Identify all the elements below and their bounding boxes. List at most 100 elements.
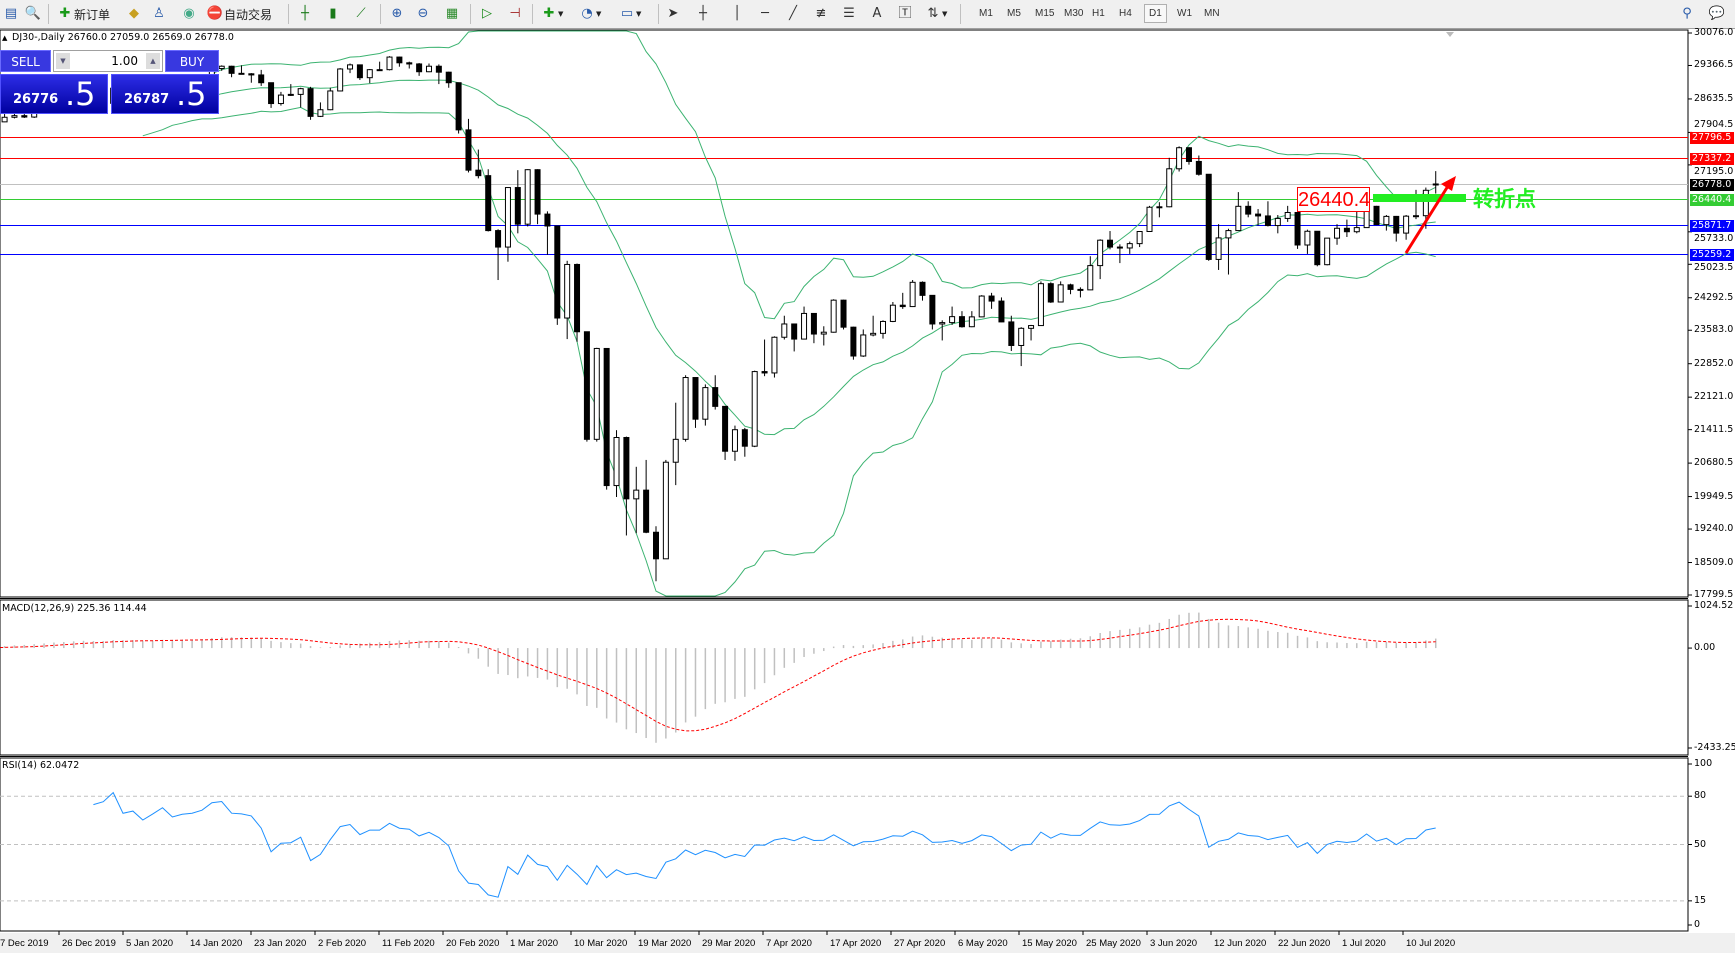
timeframe-m5[interactable]: M5 (1007, 8, 1021, 19)
timeframe-d1[interactable]: D1 (1144, 4, 1167, 23)
market-watch-button[interactable]: ◉ (180, 3, 198, 25)
horizontal-line-button[interactable]: ─ (756, 3, 774, 25)
sell-price-button[interactable]: 26776 .5 (0, 74, 108, 114)
new-chart-button[interactable]: ▤ (2, 3, 20, 25)
auto-trading-button[interactable]: ⛔ 自动交易 (206, 3, 272, 25)
dropdown-icon: ▼ (596, 10, 602, 18)
arrows-button[interactable]: ⇅ ▼ (924, 3, 948, 25)
equidistant-channel-button[interactable]: ≢ (812, 3, 830, 25)
candle (465, 129, 472, 171)
crosshair-button[interactable]: ┼ (694, 3, 712, 25)
price-line-label: 25259.2 (1690, 248, 1734, 261)
candle (1245, 205, 1252, 215)
periods-button[interactable]: ◔ ▼ (578, 3, 601, 25)
one-click-trading-panel: SELL ▼ 1.00 ▲ BUY 26776 .5 26787 .5 (0, 50, 219, 114)
chart-shift-button[interactable]: ⊣ (506, 3, 524, 25)
magnifier-page-icon: 🔍 (24, 6, 42, 21)
candle (692, 377, 699, 420)
candle (406, 62, 413, 65)
auto-scroll-button[interactable]: ▷ (478, 3, 496, 25)
templates-button[interactable]: ▭ ▼ (618, 3, 642, 25)
lot-size-input[interactable]: ▼ 1.00 ▲ (53, 50, 163, 72)
new-order-icon: ✚ (59, 6, 71, 21)
price-line-label: 27796.5 (1690, 131, 1734, 144)
buy-button[interactable]: BUY (165, 50, 219, 72)
dropdown-icon: ▼ (558, 10, 564, 18)
fibonacci-button[interactable]: ☰ (840, 3, 858, 25)
candle (702, 387, 709, 420)
auto-trading-label: 自动交易 (224, 7, 273, 22)
timeframe-h4[interactable]: H4 (1119, 8, 1132, 19)
trendline-button[interactable]: ╱ (784, 3, 802, 25)
indicators-button[interactable]: ✚ ▼ (540, 3, 564, 25)
new-order-label: 新订单 (74, 7, 111, 22)
vertical-line-button[interactable]: │ (728, 3, 746, 25)
candle (820, 331, 827, 335)
x-tick-label: 14 Jan 2020 (190, 938, 243, 949)
navigator-button[interactable]: ♙ (150, 3, 168, 25)
bar-chart-button[interactable]: ┼ (296, 3, 314, 25)
zoom-in-icon: ⊕ (391, 6, 403, 21)
new-order-button[interactable]: ✚ 新订单 (56, 3, 110, 25)
price-annotation-box[interactable]: 26440.4 (1297, 187, 1371, 212)
text-label-button[interactable]: 🅃 (896, 3, 914, 25)
sell-button[interactable]: SELL (0, 50, 51, 72)
candle (1166, 168, 1173, 208)
turning-point-annotation[interactable]: 转折点 (1473, 187, 1536, 211)
timeframe-w1[interactable]: W1 (1177, 8, 1192, 19)
candle (218, 65, 225, 70)
candle (1116, 246, 1123, 249)
candle (1146, 206, 1153, 232)
lot-increase-icon[interactable]: ▲ (146, 53, 160, 69)
buy-price-fraction: .5 (176, 75, 207, 113)
zoom-out-button[interactable]: ⊖ (414, 3, 432, 25)
candle (1047, 283, 1054, 303)
x-tick-label: 27 Apr 2020 (894, 938, 946, 949)
candle (653, 531, 659, 560)
zoom-in-button[interactable]: ⊕ (388, 3, 406, 25)
profiles-button[interactable]: 🔍 (24, 3, 42, 25)
timeframe-m15[interactable]: M15 (1035, 8, 1055, 19)
turning-point-bar (1373, 194, 1466, 202)
line-chart-button[interactable]: ⟋ (352, 3, 370, 25)
candle (830, 299, 837, 333)
y-tick-label: 24292.5 (1694, 291, 1734, 303)
metaeditor-button[interactable]: ◆ (125, 3, 143, 25)
candle (1403, 215, 1410, 234)
text-icon: A (872, 6, 882, 21)
text-button[interactable]: A (868, 3, 886, 25)
trendline-icon: ╱ (789, 6, 797, 21)
cursor-button[interactable]: ➤ (664, 3, 682, 25)
collapse-triangle-icon[interactable]: ▲ (2, 34, 8, 42)
candle (870, 332, 877, 336)
rsi-tick-label: 100 (1694, 758, 1713, 769)
tile-windows-button[interactable]: ▦ (443, 3, 461, 25)
zoom-out-icon: ⊖ (417, 6, 429, 21)
y-tick-label: 19949.5 (1694, 490, 1734, 502)
macd-tick-label: -2433.25 (1694, 742, 1735, 753)
timeframe-m1[interactable]: M1 (979, 8, 993, 19)
x-tick-label: 3 Jun 2020 (1150, 938, 1198, 949)
search-button[interactable]: ⚲ (1678, 3, 1696, 25)
candle (396, 56, 403, 64)
timeframe-m30[interactable]: M30 (1064, 8, 1084, 19)
candle (939, 322, 946, 325)
chat-button[interactable]: 💬 (1708, 3, 1726, 25)
timeframe-mn[interactable]: MN (1204, 8, 1220, 19)
lot-decrease-icon[interactable]: ▼ (56, 53, 70, 69)
main-panel-frame (0, 29, 1689, 598)
timeframe-h1[interactable]: H1 (1092, 8, 1105, 19)
candle (1225, 230, 1232, 239)
candle (376, 69, 383, 72)
x-tick-label: 23 Jan 2020 (254, 938, 307, 949)
x-tick-label: 2 Feb 2020 (318, 938, 367, 949)
candle (514, 187, 521, 225)
y-tick-label: 20680.5 (1694, 457, 1734, 469)
candle (1422, 189, 1429, 217)
search-icon: ⚲ (1682, 6, 1692, 21)
buy-price-button[interactable]: 26787 .5 (111, 74, 219, 114)
candle (1176, 147, 1183, 170)
candlestick-button[interactable]: ▮ (324, 3, 342, 25)
line-chart-icon: ⟋ (356, 6, 366, 21)
